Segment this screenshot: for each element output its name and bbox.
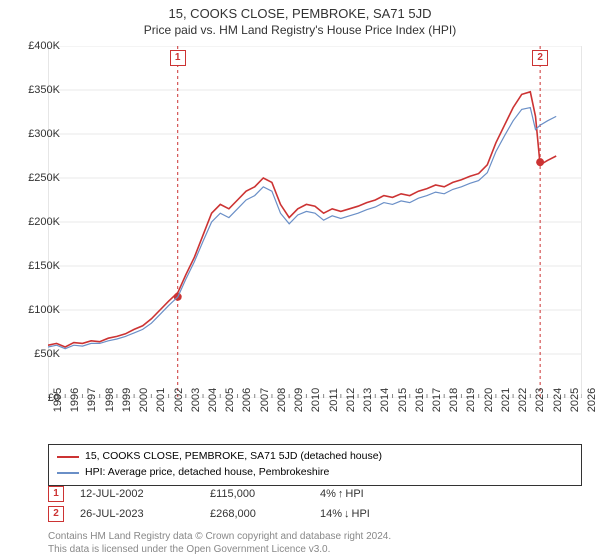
x-tick-label: 2014 (379, 388, 391, 412)
chart-svg (48, 46, 582, 398)
legend-swatch-1 (57, 456, 79, 458)
transaction-price-2: £268,000 (210, 508, 320, 520)
x-tick-label: 2021 (500, 388, 512, 412)
chart-container: 15, COOKS CLOSE, PEMBROKE, SA71 5JD Pric… (0, 0, 600, 560)
x-tick-label: 2026 (586, 388, 598, 412)
x-tick-label: 2009 (293, 388, 305, 412)
x-tick-label: 2018 (448, 388, 460, 412)
legend-box: 15, COOKS CLOSE, PEMBROKE, SA71 5JD (det… (48, 444, 582, 486)
footer-line-2: This data is licensed under the Open Gov… (48, 543, 391, 556)
x-tick-label: 2012 (345, 388, 357, 412)
transaction-date-2: 26-JUL-2023 (80, 508, 210, 520)
legend-swatch-2 (57, 472, 79, 474)
x-tick-label: 2002 (173, 388, 185, 412)
x-tick-label: 2020 (483, 388, 495, 412)
x-tick-label: 2006 (241, 388, 253, 412)
sale-marker-2: 2 (532, 50, 548, 66)
legend-item-2: HPI: Average price, detached house, Pemb… (57, 465, 573, 481)
y-tick-label: £350K (28, 84, 60, 96)
x-tick-label: 1995 (52, 388, 64, 412)
y-tick-label: £150K (28, 260, 60, 272)
legend-text-2: HPI: Average price, detached house, Pemb… (85, 465, 329, 481)
legend-text-1: 15, COOKS CLOSE, PEMBROKE, SA71 5JD (det… (85, 449, 382, 465)
x-tick-label: 2007 (259, 388, 271, 412)
transaction-row-2: 2 26-JUL-2023 £268,000 14% ↓ HPI (48, 504, 582, 524)
transaction-marker-2: 2 (48, 506, 64, 522)
x-tick-label: 2023 (534, 388, 546, 412)
x-tick-label: 2005 (224, 388, 236, 412)
transaction-row-1: 1 12-JUL-2002 £115,000 4% ↑ HPI (48, 484, 582, 504)
y-tick-label: £50K (34, 348, 60, 360)
transaction-date-1: 12-JUL-2002 (80, 488, 210, 500)
sale-marker-1: 1 (170, 50, 186, 66)
chart-area (48, 46, 582, 398)
x-tick-label: 2019 (465, 388, 477, 412)
transaction-marker-1: 1 (48, 486, 64, 502)
subtitle: Price paid vs. HM Land Registry's House … (0, 23, 600, 37)
x-tick-label: 2011 (328, 388, 340, 412)
x-tick-label: 1997 (86, 388, 98, 412)
address-title: 15, COOKS CLOSE, PEMBROKE, SA71 5JD (0, 6, 600, 21)
x-tick-label: 2001 (155, 388, 167, 412)
footer-line-1: Contains HM Land Registry data © Crown c… (48, 530, 391, 543)
title-block: 15, COOKS CLOSE, PEMBROKE, SA71 5JD Pric… (0, 0, 600, 37)
legend-item-1: 15, COOKS CLOSE, PEMBROKE, SA71 5JD (det… (57, 449, 573, 465)
arrow-down-icon: ↓ (344, 508, 350, 520)
transactions-table: 1 12-JUL-2002 £115,000 4% ↑ HPI 2 26-JUL… (48, 484, 582, 524)
x-tick-label: 2000 (138, 388, 150, 412)
footer-attribution: Contains HM Land Registry data © Crown c… (48, 530, 391, 556)
y-tick-label: £250K (28, 172, 60, 184)
x-tick-label: 2016 (414, 388, 426, 412)
x-tick-label: 2015 (397, 388, 409, 412)
y-tick-label: £100K (28, 304, 60, 316)
x-tick-label: 2004 (207, 388, 219, 412)
x-tick-label: 1999 (121, 388, 133, 412)
x-tick-label: 2003 (190, 388, 202, 412)
y-tick-label: £200K (28, 216, 60, 228)
x-tick-label: 2008 (276, 388, 288, 412)
x-tick-label: 2024 (552, 388, 564, 412)
transaction-change-2: 14% ↓ HPI (320, 508, 420, 520)
transaction-price-1: £115,000 (210, 488, 320, 500)
x-tick-label: 2025 (569, 388, 581, 412)
x-tick-label: 1996 (69, 388, 81, 412)
y-tick-label: £400K (28, 40, 60, 52)
arrow-up-icon: ↑ (338, 488, 344, 500)
transaction-change-1: 4% ↑ HPI (320, 488, 420, 500)
x-tick-label: 1998 (104, 388, 116, 412)
x-tick-label: 2022 (517, 388, 529, 412)
x-tick-label: 2010 (310, 388, 322, 412)
y-tick-label: £300K (28, 128, 60, 140)
x-tick-label: 2017 (431, 388, 443, 412)
x-tick-label: 2013 (362, 388, 374, 412)
